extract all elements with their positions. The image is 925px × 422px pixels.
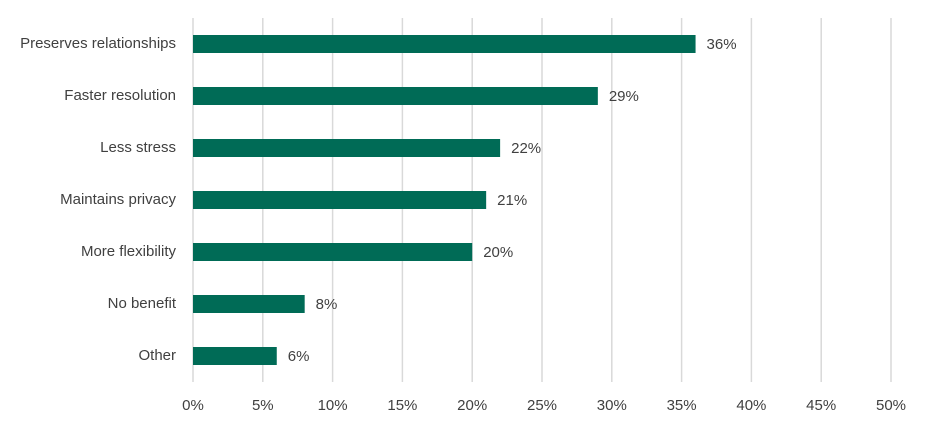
bar xyxy=(193,35,696,53)
x-tick-label: 10% xyxy=(318,397,348,414)
value-label: 21% xyxy=(497,192,527,209)
value-label: 22% xyxy=(511,140,541,157)
x-tick-label: 15% xyxy=(387,397,417,414)
y-tick-label: Other xyxy=(138,347,176,364)
y-tick-label: More flexibility xyxy=(81,243,177,260)
bar xyxy=(193,191,487,209)
value-label: 20% xyxy=(483,244,513,261)
x-tick-label: 40% xyxy=(736,397,766,414)
value-label: 8% xyxy=(316,296,338,313)
bar xyxy=(193,347,277,365)
y-tick-label: Preserves relationships xyxy=(20,35,176,52)
x-tick-label: 25% xyxy=(527,397,557,414)
x-tick-label: 5% xyxy=(252,397,274,414)
bar xyxy=(193,243,473,261)
value-label: 36% xyxy=(707,36,737,53)
x-tick-label: 35% xyxy=(667,397,697,414)
y-tick-label: Less stress xyxy=(100,139,176,156)
x-tick-label: 45% xyxy=(806,397,836,414)
x-tick-label: 20% xyxy=(457,397,487,414)
y-tick-label: No benefit xyxy=(108,295,177,312)
bar xyxy=(193,139,501,157)
bar xyxy=(193,295,305,313)
y-tick-label: Maintains privacy xyxy=(60,191,176,208)
bar xyxy=(193,87,598,105)
y-tick-label: Faster resolution xyxy=(64,87,176,104)
value-label: 6% xyxy=(288,348,310,365)
x-tick-label: 0% xyxy=(182,397,204,414)
x-tick-label: 30% xyxy=(597,397,627,414)
value-label: 29% xyxy=(609,88,639,105)
x-tick-label: 50% xyxy=(876,397,906,414)
